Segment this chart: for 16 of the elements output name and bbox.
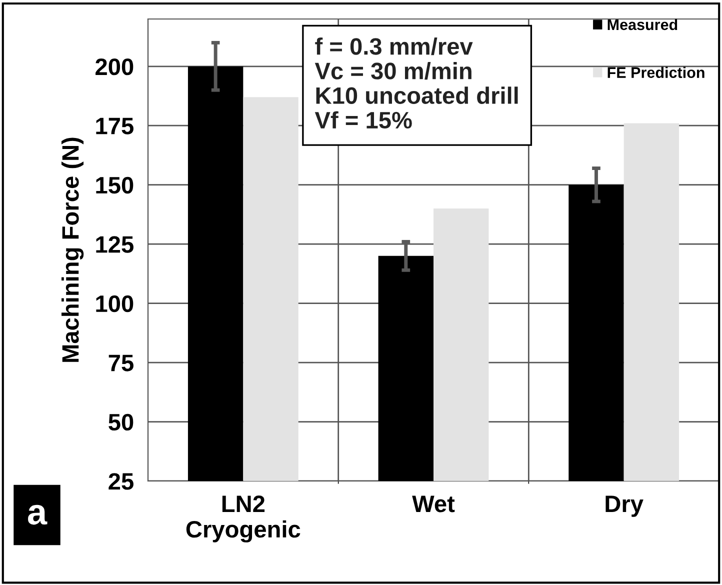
y-tick-label: 200 bbox=[96, 58, 134, 76]
x-tick-label: LN2 Cryogenic bbox=[186, 496, 300, 542]
y-tick-label: 75 bbox=[108, 354, 134, 372]
y-tick-label: 25 bbox=[108, 473, 134, 490]
y-tick-label: 175 bbox=[96, 118, 134, 134]
annotation: f = 0.3 mm/rev Vc = 30 m/min K10 uncoated drill Vf = 15% bbox=[314, 37, 518, 129]
legend-label: FE Prediction bbox=[608, 66, 704, 78]
y-tick-label: 100 bbox=[96, 295, 134, 312]
legend-label: Measured bbox=[608, 18, 678, 30]
y-tick-label: 150 bbox=[96, 176, 134, 194]
y-axis-title: Machining Force (N) bbox=[61, 138, 84, 362]
x-tick-label: Wet bbox=[412, 496, 455, 512]
x-tick-label: Dry bbox=[606, 496, 644, 517]
text: a bbox=[28, 504, 48, 525]
y-tick-label: 125 bbox=[96, 236, 134, 253]
y-tick-label: 50 bbox=[108, 414, 134, 431]
